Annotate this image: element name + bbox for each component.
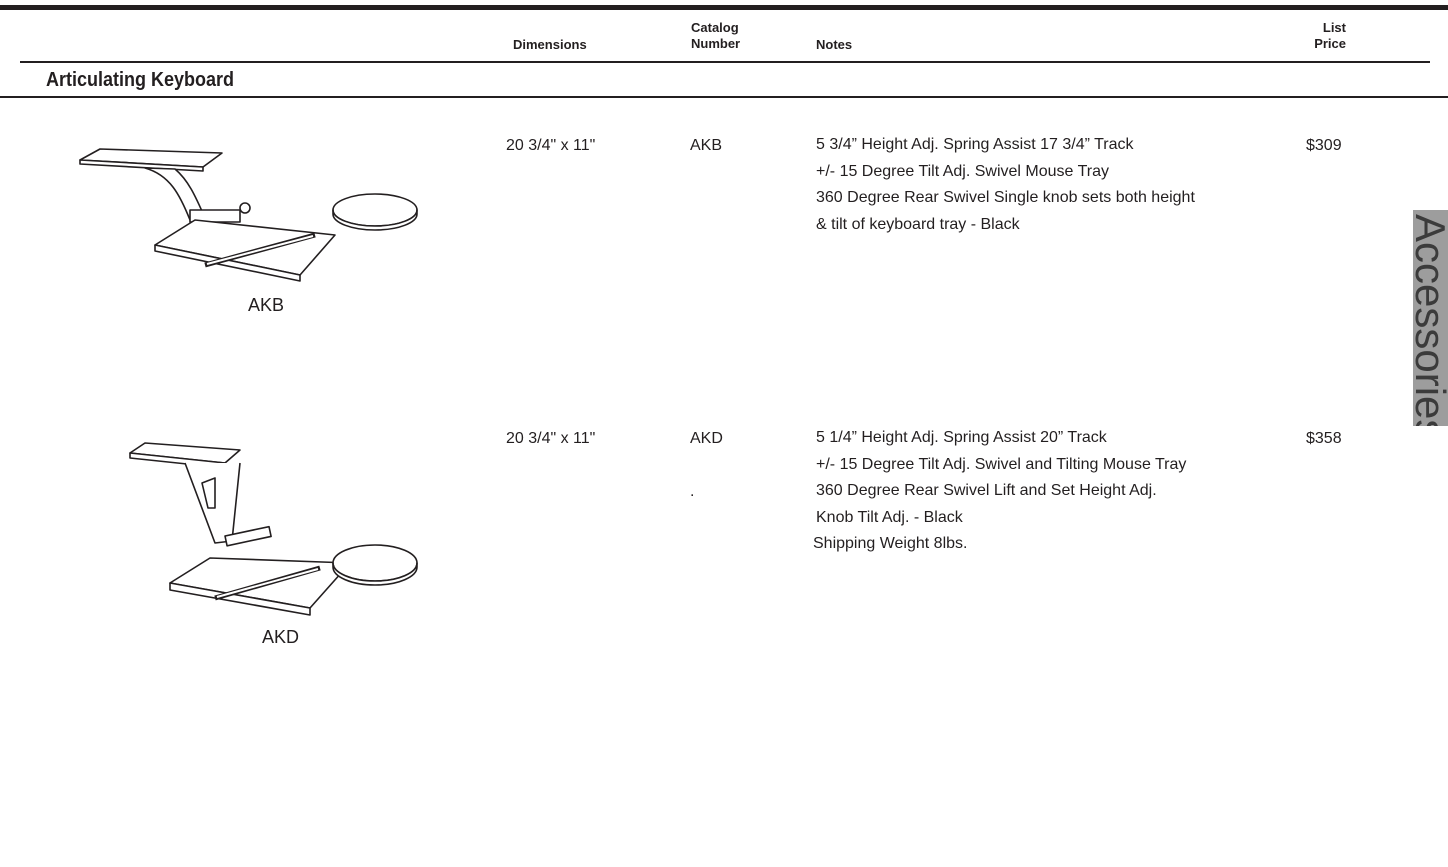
header-price-line: Price (1314, 36, 1346, 51)
header-dimensions: Dimensions (513, 37, 587, 52)
catalog-number: AKD (690, 430, 723, 447)
side-tab-label: Accessories (1413, 214, 1448, 426)
header-rule (20, 61, 1430, 63)
note-line: Knob Tilt Adj. - Black (816, 508, 963, 526)
product-image (129, 442, 418, 616)
note-line: +/- 15 Degree Tilt Adj. Swivel Mouse Tra… (816, 162, 1110, 180)
top-rule (0, 5, 1448, 10)
note-line: +/- 15 Degree Tilt Adj. Swivel and Tilti… (816, 455, 1187, 473)
product-image (79, 148, 418, 282)
catalog-note: . (690, 483, 695, 500)
section-title: Articulating Keyboard (46, 69, 235, 91)
note-line: 360 Degree Rear Swivel Lift and Set Heig… (816, 482, 1157, 499)
header-price-line: List (1322, 20, 1346, 35)
note-line: & tilt of keyboard tray - Black (816, 215, 1020, 233)
side-tab: Accessories (1413, 210, 1448, 426)
header-catalog: Catalog Number (691, 20, 740, 52)
header-catalog-line: Catalog (691, 20, 739, 35)
header-price: List Price (1300, 20, 1346, 52)
dimensions: 20 3/4" x 11" (506, 137, 596, 154)
image-label: AKD (262, 627, 300, 647)
header-catalog-line: Number (691, 36, 741, 51)
notes: 5 1/4” Height Adj. Spring Assist 20” Tra… (813, 425, 1187, 558)
notes: 5 3/4” Height Adj. Spring Assist 17 3/4”… (816, 132, 1195, 238)
section-rule (0, 96, 1448, 98)
image-label: AKB (248, 295, 285, 315)
note-line: 360 Degree Rear Swivel Single knob sets … (816, 189, 1195, 206)
dimensions: 20 3/4" x 11" (506, 430, 596, 447)
note-line: Shipping Weight 8lbs. (813, 535, 968, 552)
note-line: 5 3/4” Height Adj. Spring Assist 17 3/4”… (816, 136, 1134, 153)
header-notes: Notes (816, 37, 853, 52)
list-price: $309 (1306, 137, 1342, 154)
note-line: 5 1/4” Height Adj. Spring Assist 20” Tra… (816, 429, 1107, 446)
list-price: $358 (1306, 430, 1342, 447)
catalog-number: AKB (690, 137, 723, 154)
